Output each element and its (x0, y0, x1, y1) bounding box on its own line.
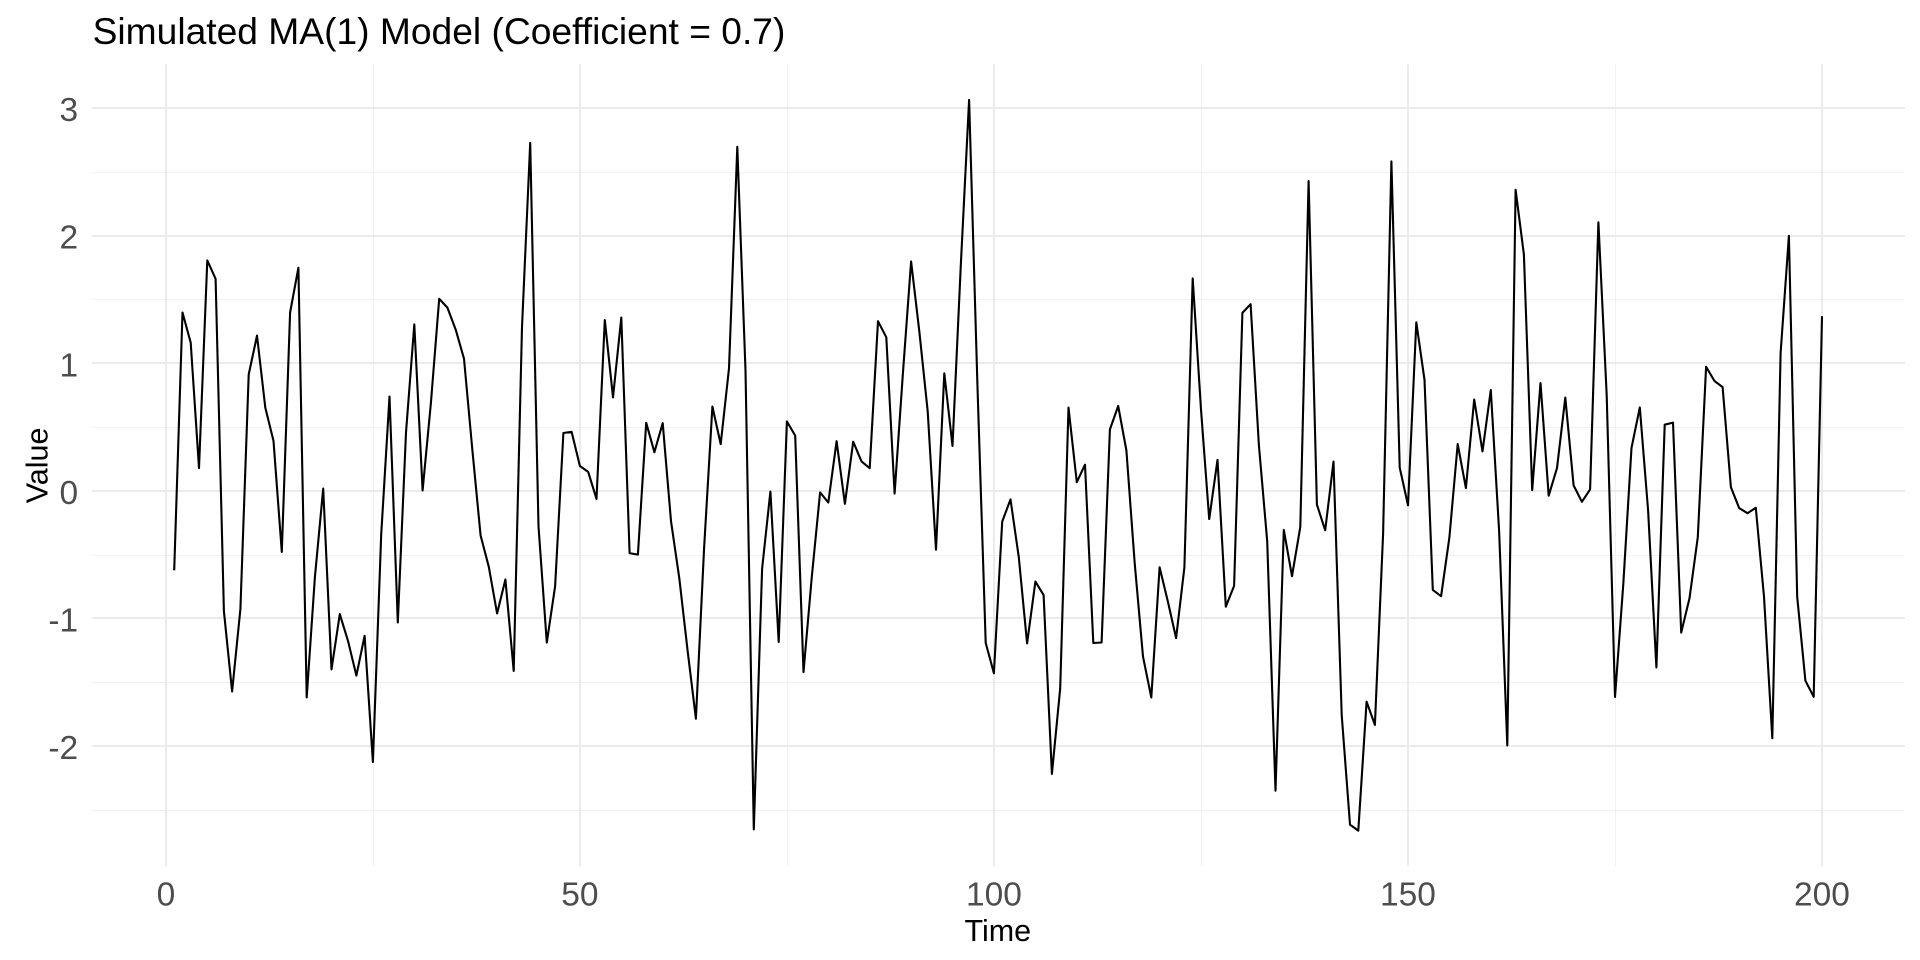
svg-text:200: 200 (1794, 877, 1850, 914)
svg-text:Time: Time (964, 914, 1031, 948)
svg-text:3: 3 (60, 92, 79, 129)
svg-text:0: 0 (157, 877, 176, 914)
svg-text:0: 0 (60, 475, 79, 512)
svg-text:Value: Value (21, 428, 55, 504)
svg-text:100: 100 (966, 877, 1022, 914)
svg-text:Simulated MA(1) Model (Coeffic: Simulated MA(1) Model (Coefficient = 0.7… (93, 10, 786, 52)
svg-text:2: 2 (60, 220, 79, 257)
svg-text:-2: -2 (48, 730, 78, 767)
svg-text:50: 50 (561, 877, 598, 914)
svg-text:1: 1 (60, 347, 79, 384)
svg-text:-1: -1 (48, 603, 78, 640)
svg-text:150: 150 (1380, 877, 1436, 914)
